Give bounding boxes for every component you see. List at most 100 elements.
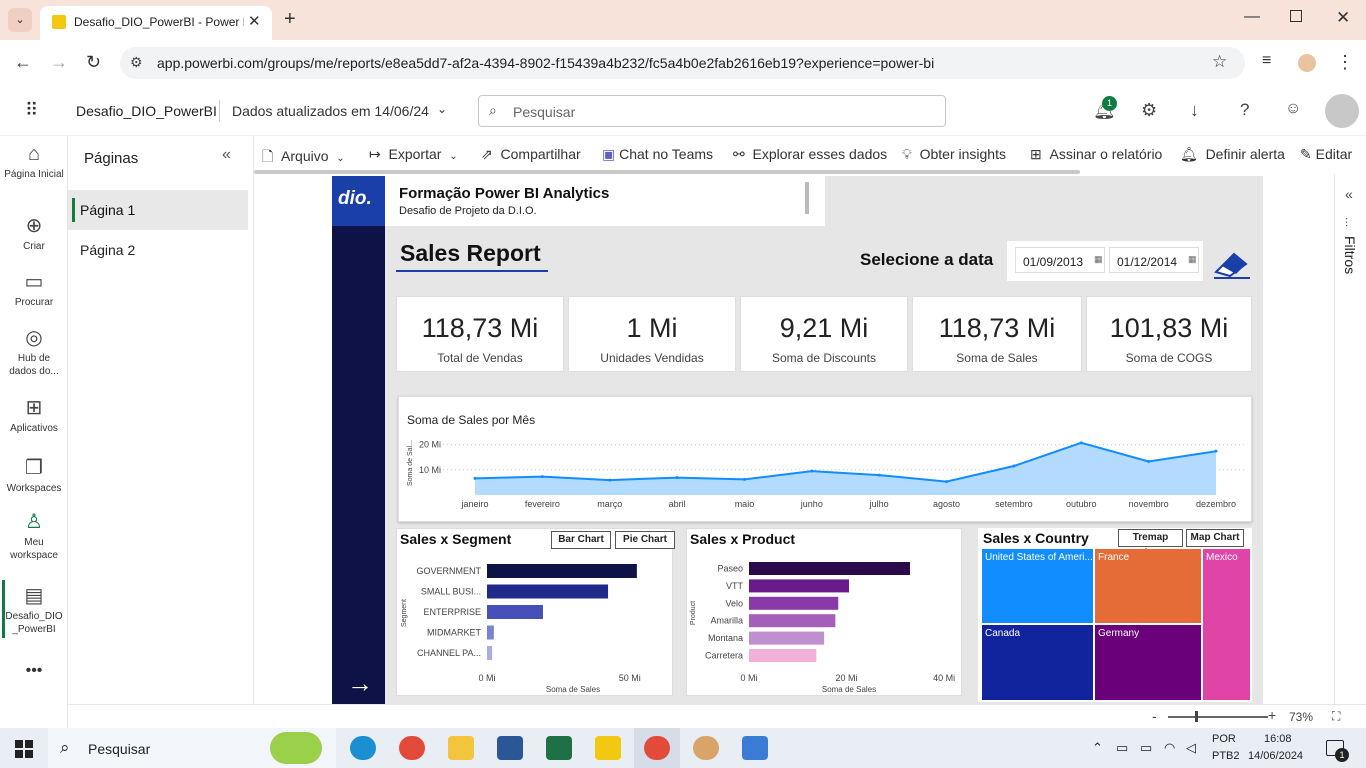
tray-battery-icon[interactable]: ▭ bbox=[1140, 740, 1153, 755]
profile-avatar-icon[interactable] bbox=[1298, 54, 1316, 72]
next-page-arrow-icon[interactable]: → bbox=[347, 668, 373, 698]
file-explorer-icon[interactable] bbox=[448, 736, 474, 760]
tray-device-icon[interactable]: ▭ bbox=[1116, 740, 1129, 755]
rail-home[interactable]: ⌂ Página Inicial bbox=[0, 144, 68, 181]
collapse-pages-icon[interactable]: « bbox=[222, 146, 231, 163]
calendar-icon[interactable]: ▦ bbox=[1188, 254, 1197, 264]
sales-segment-card[interactable]: Sales x Segment Bar Chart Pie Chart GOVE… bbox=[396, 528, 675, 696]
app-icon[interactable] bbox=[742, 736, 768, 760]
search-input[interactable]: Pesquisar bbox=[513, 104, 576, 120]
data-updated-label[interactable]: Dados atualizados em 14/06/24 bbox=[232, 103, 429, 119]
zoom-in-button[interactable]: + bbox=[1268, 707, 1277, 723]
chrome-icon[interactable] bbox=[399, 736, 425, 760]
word-icon[interactable] bbox=[497, 736, 523, 760]
edge-icon[interactable] bbox=[350, 736, 376, 760]
more-icon[interactable]: ••• bbox=[25, 662, 43, 679]
calendar-icon[interactable]: ▦ bbox=[1094, 254, 1103, 264]
rail-my-workspace[interactable]: ♙ Meu workspace bbox=[0, 512, 68, 562]
sales-product-card[interactable]: Sales x Product Paseo VTT Velo Amarilla Mont… bbox=[686, 528, 962, 696]
rail-apps[interactable]: ⊞ Aplicativos bbox=[0, 398, 68, 435]
lang-secondary[interactable]: PTB2 bbox=[1212, 750, 1240, 762]
download-icon[interactable]: ↓ bbox=[1190, 100, 1199, 120]
subscribe-button[interactable]: ⊞ Assinar o relatório bbox=[1030, 146, 1162, 163]
insights-button[interactable]: 💡︎ Obter insights bbox=[902, 146, 1006, 163]
treemap-tile[interactable]: France bbox=[1095, 549, 1201, 623]
expand-filters-icon[interactable]: « bbox=[1345, 186, 1353, 202]
kpi-card[interactable]: 9,21 Mi Soma de Discounts bbox=[740, 296, 908, 372]
search-box[interactable]: ⌕ Pesquisar bbox=[478, 95, 946, 127]
tab-close-icon[interactable]: ✕ bbox=[248, 13, 261, 30]
date-from-input[interactable]: 01/09/2013 ▦ bbox=[1015, 247, 1105, 273]
url-box[interactable]: ⚙ app.powerbi.com/groups/me/reports/e8ea… bbox=[120, 47, 1245, 79]
treemap-tile[interactable]: Mexico bbox=[1203, 549, 1250, 700]
kpi-card[interactable]: 118,73 Mi Total de Vendas bbox=[396, 296, 564, 372]
bookmark-star-icon[interactable]: ☆ bbox=[1212, 52, 1228, 71]
settings-gear-icon[interactable]: ⚙ bbox=[1141, 100, 1158, 120]
excel-icon[interactable] bbox=[546, 736, 572, 760]
pie-chart-button[interactable]: Pie Chart bbox=[615, 531, 675, 549]
kpi-card[interactable]: 101,83 Mi Soma de COGS bbox=[1086, 296, 1252, 372]
rail-create[interactable]: ⊕ Criar bbox=[0, 216, 68, 253]
wifi-icon[interactable]: ◠ bbox=[1164, 740, 1176, 755]
minimize-icon[interactable]: — bbox=[1244, 8, 1260, 25]
close-window-icon[interactable]: ✕ bbox=[1336, 8, 1351, 27]
zoom-slider-thumb[interactable] bbox=[1195, 711, 1198, 722]
toolbar-scrollbar[interactable] bbox=[254, 170, 1080, 174]
kpi-card[interactable]: 118,73 Mi Soma de Sales bbox=[912, 296, 1082, 372]
forward-icon[interactable]: → bbox=[50, 52, 68, 72]
sales-by-month-card[interactable]: Soma de Sales por Mês 10 Mi 20 Mi Soma de … bbox=[398, 396, 1252, 522]
treemap-tile[interactable]: Canada bbox=[982, 625, 1093, 700]
app-launcher-icon[interactable]: ⠿ bbox=[25, 100, 40, 120]
url-text[interactable]: app.powerbi.com/groups/me/reports/e8ea5d… bbox=[157, 55, 935, 71]
page-item-2[interactable]: Página 2 bbox=[68, 230, 248, 270]
alert-button[interactable]: 🔔︎ Definir alerta bbox=[1180, 146, 1285, 163]
rail-workspaces[interactable]: ❐ Workspaces bbox=[0, 458, 68, 495]
tray-chevron-icon[interactable]: ⌃ bbox=[1092, 740, 1103, 755]
edit-button[interactable]: ✎ Editar bbox=[1300, 146, 1352, 163]
sales-country-card[interactable]: Sales x Country Tremap Chart Map Chart U… bbox=[978, 528, 1252, 702]
browser-menu-icon[interactable]: ⋮ bbox=[1336, 52, 1354, 72]
kpi-card[interactable]: 1 Mi Unidades Vendidas bbox=[568, 296, 736, 372]
windows-start-icon[interactable] bbox=[15, 740, 33, 758]
treemap-tile[interactable]: Germany bbox=[1095, 625, 1201, 700]
rail-browse[interactable]: ▭ Procurar bbox=[0, 272, 68, 309]
treemap-tile[interactable]: United States of Ameri... bbox=[982, 549, 1093, 623]
reload-icon[interactable]: ↻ bbox=[86, 52, 102, 72]
rail-data-hub[interactable]: ◎ Hub de dados do... bbox=[0, 328, 68, 378]
clock-time[interactable]: 16:08 bbox=[1264, 733, 1292, 745]
bar-chart-button[interactable]: Bar Chart bbox=[551, 531, 611, 549]
taskbar-search[interactable]: ⌕ Pesquisar bbox=[48, 728, 336, 768]
tab-search-icon[interactable]: ⌄ bbox=[8, 8, 32, 32]
zoom-out-button[interactable]: - bbox=[1152, 708, 1157, 724]
chrome-active-icon[interactable] bbox=[644, 736, 670, 760]
filters-pane[interactable]: « ⫶ Filtros bbox=[1334, 174, 1366, 704]
volume-icon[interactable]: ◁ bbox=[1186, 740, 1196, 755]
teams-chat-button[interactable]: ▣ Chat no Teams bbox=[602, 146, 713, 163]
media-control-icon[interactable]: ≡ bbox=[1262, 52, 1272, 69]
treemap-chart-button[interactable]: Tremap Chart bbox=[1118, 529, 1183, 559]
report-name[interactable]: Desafio_DIO_PowerBI bbox=[76, 103, 217, 119]
help-icon[interactable]: ? bbox=[1240, 100, 1250, 119]
chevron-down-icon[interactable]: ⌄ bbox=[437, 102, 448, 116]
export-menu[interactable]: ↦ Exportar ⌄ bbox=[369, 146, 458, 163]
lang-primary[interactable]: POR bbox=[1212, 733, 1236, 745]
page-item-1[interactable]: Página 1 bbox=[68, 190, 248, 230]
share-button[interactable]: ⇗ Compartilhar bbox=[481, 146, 581, 163]
fit-to-page-icon[interactable]: ⛶ bbox=[1332, 709, 1341, 723]
clock-date[interactable]: 14/06/2024 bbox=[1248, 750, 1304, 762]
date-to-input[interactable]: 01/12/2014 ▦ bbox=[1109, 247, 1199, 273]
browser-tab[interactable]: Desafio_DIO_PowerBI - Power B ✕ bbox=[40, 6, 272, 40]
feedback-icon[interactable]: ☺ bbox=[1285, 100, 1302, 117]
file-menu[interactable]: 🗋︎ Arquivo ⌄ bbox=[262, 146, 345, 170]
eraser-clear-filters-icon[interactable] bbox=[1212, 246, 1252, 280]
rail-current-report[interactable]: ▤ Desafio_DIO _PowerBI bbox=[0, 586, 68, 636]
user-avatar[interactable] bbox=[1325, 94, 1359, 128]
explore-data-button[interactable]: ⚯ Explorar esses dados bbox=[733, 146, 887, 163]
restore-icon[interactable] bbox=[1290, 10, 1302, 22]
zoom-slider[interactable] bbox=[1168, 716, 1268, 718]
site-info-icon[interactable]: ⚙ bbox=[130, 54, 143, 70]
powerbi-icon[interactable] bbox=[595, 736, 621, 760]
new-tab-icon[interactable]: + bbox=[284, 8, 296, 30]
paint-icon[interactable] bbox=[693, 736, 719, 760]
back-icon[interactable]: ← bbox=[14, 52, 32, 72]
